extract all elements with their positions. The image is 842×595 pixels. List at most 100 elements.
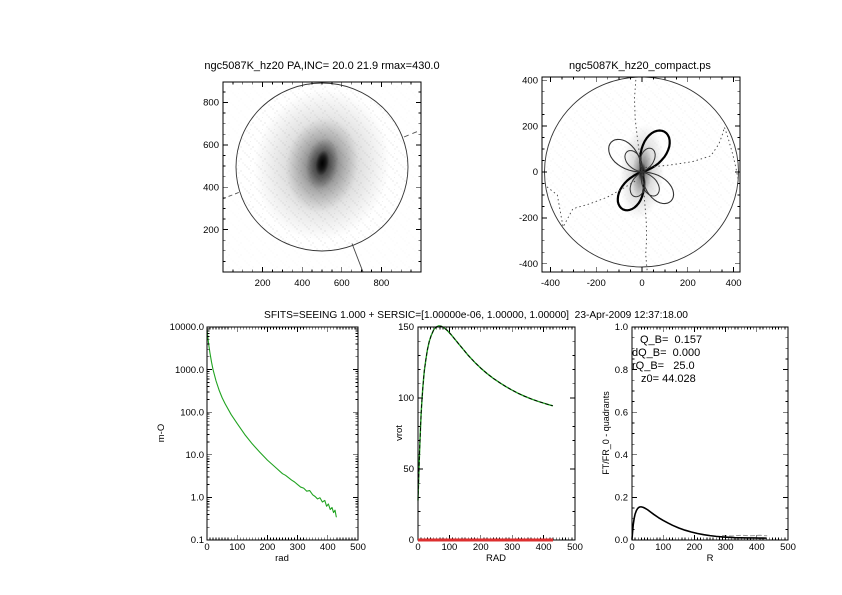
y-tick-label: 0: [409, 535, 414, 546]
profile-curve: [206, 328, 337, 518]
y-tick-label: 50: [403, 464, 414, 475]
harmonic-petal: [641, 171, 675, 205]
y-tick-label: 200: [522, 121, 538, 132]
y-tick-label: 0.2: [615, 493, 628, 504]
dotted-track: [546, 179, 638, 229]
ftfr-dashed-tail: [721, 534, 768, 537]
y-tick-label: 10000.0: [170, 322, 204, 333]
x-tick-label: 0: [204, 542, 209, 553]
x-tick-label: 100: [229, 542, 245, 553]
annotation-rqb: rQ_B= 25.0: [632, 360, 695, 372]
profile-curves: [206, 328, 337, 518]
y-tick-label: 0.1: [191, 535, 204, 546]
y-tick-label: 400: [203, 182, 219, 193]
x-tick-label: 0: [415, 542, 420, 553]
x-tick-label: 500: [350, 542, 366, 553]
x-tick-label: 200: [259, 542, 275, 553]
x-tick-label: 200: [255, 278, 271, 289]
y-tick-label: 10.0: [186, 450, 205, 461]
x-tick-label: 300: [718, 542, 734, 553]
x-tick-label: 400: [749, 542, 765, 553]
y-tick-label: 800: [203, 98, 219, 109]
galaxy-panel-title: ngc5087K_hz20 PA,INC= 20.0 21.9 rmax=430…: [204, 60, 439, 72]
x-tick-label: 200: [473, 542, 489, 553]
y-tick-label: 0.0: [615, 535, 628, 546]
profile-x-label: rad: [275, 553, 289, 564]
harmonic-petal: [608, 138, 643, 173]
x-tick-label: 300: [290, 542, 306, 553]
galaxy-image-axes: 200 400 600 800 200 400 600 800: [203, 81, 422, 289]
x-tick-label: -200: [587, 278, 606, 289]
harmonic-petal: [616, 170, 646, 212]
galaxy-image-panel: [223, 82, 421, 272]
annotation-z0: z0= 44.028: [641, 373, 696, 385]
ftfr-y-label: FT/FR_0 - quadrants: [601, 391, 611, 475]
x-tick-label: -400: [541, 278, 560, 289]
vrot-curve: [417, 325, 554, 501]
annotation-qb: Q_B= 0.157: [640, 334, 702, 346]
vrot-axes: 0 100 200 300 400 500 0 50 100 150: [398, 322, 583, 553]
harmonic-petal: [629, 171, 646, 198]
x-tick-label: 600: [334, 278, 350, 289]
vrot-x-label: RAD: [486, 553, 506, 564]
y-tick-label: 0.8: [615, 365, 628, 376]
y-tick-label: 400: [522, 75, 538, 86]
dotted-track: [642, 174, 648, 271]
y-tick-label: 200: [203, 225, 219, 236]
x-tick-label: 500: [567, 542, 583, 553]
y-tick-label: 1.0: [615, 322, 628, 333]
ftfr-curve: [631, 506, 767, 540]
x-tick-label: 0: [629, 542, 634, 553]
compact-curves: [546, 77, 739, 271]
y-tick-label: 600: [203, 140, 219, 151]
y-tick-label: 100.0: [180, 407, 204, 418]
compact-panel: [544, 77, 739, 271]
plot-frame: [417, 326, 576, 541]
y-tick-label: 150: [398, 322, 414, 333]
mask-segment-bottom: [351, 243, 364, 272]
harmonic-petal: [640, 171, 660, 197]
profile-y-label: m-O: [156, 424, 167, 442]
ftfr-axes: 0 100 200 300 400 500 0.0 0.2 0.4 0.6 0.8 1.0: [615, 322, 796, 553]
y-tick-label: 1.0: [191, 493, 204, 504]
x-tick-label: 300: [504, 542, 520, 553]
x-tick-label: 800: [373, 278, 389, 289]
ftfr-x-label: R: [707, 553, 714, 564]
x-tick-label: 400: [294, 278, 310, 289]
y-tick-label: -200: [519, 213, 538, 224]
y-tick-label: 0.6: [615, 407, 628, 418]
profile-axes: 0 100 200 300 400 500 10000.0 1000.0 100.0 10.0 1.…: [170, 322, 366, 553]
y-tick-label: -400: [519, 259, 538, 270]
compact-panel-title: ngc5087K_hz20_compact.ps: [569, 60, 711, 72]
x-tick-label: 400: [320, 542, 336, 553]
vrot-curves: [417, 325, 554, 501]
plot-frame: [206, 326, 359, 541]
compact-axes: -400 -200 0 200 400 -400 -200 0 200 400: [519, 75, 742, 289]
harmonic-petal: [624, 150, 643, 173]
dotted-track: [645, 125, 739, 180]
y-tick-label: 0.4: [615, 450, 628, 461]
x-tick-label: 100: [655, 542, 671, 553]
y-tick-label: 0: [533, 167, 538, 178]
mask-segment-right: [403, 129, 421, 138]
y-tick-label: 100: [398, 393, 414, 404]
x-tick-label: 200: [686, 542, 702, 553]
x-tick-label: 400: [536, 542, 552, 553]
x-tick-label: 500: [780, 542, 796, 553]
plot-frame: [541, 76, 741, 273]
galaxy-blob: [253, 89, 391, 241]
harmonic-petal: [639, 129, 671, 174]
x-tick-label: 200: [680, 278, 696, 289]
x-tick-label: 400: [726, 278, 742, 289]
annotation-dqb: dQ_B= 0.000: [632, 347, 700, 359]
x-tick-label: 100: [441, 542, 457, 553]
galaxy-core: [315, 150, 330, 176]
vrot-y-label: vrot: [394, 425, 405, 441]
bottom-row-title: SFITS=SEEING 1.000 + SERSIC=[1.00000e-06…: [264, 310, 688, 321]
sersic-fit-curve: [417, 325, 553, 501]
y-tick-label: 1000.0: [175, 365, 204, 376]
ftfr-curves: [631, 506, 768, 540]
x-tick-label: 0: [639, 278, 644, 289]
